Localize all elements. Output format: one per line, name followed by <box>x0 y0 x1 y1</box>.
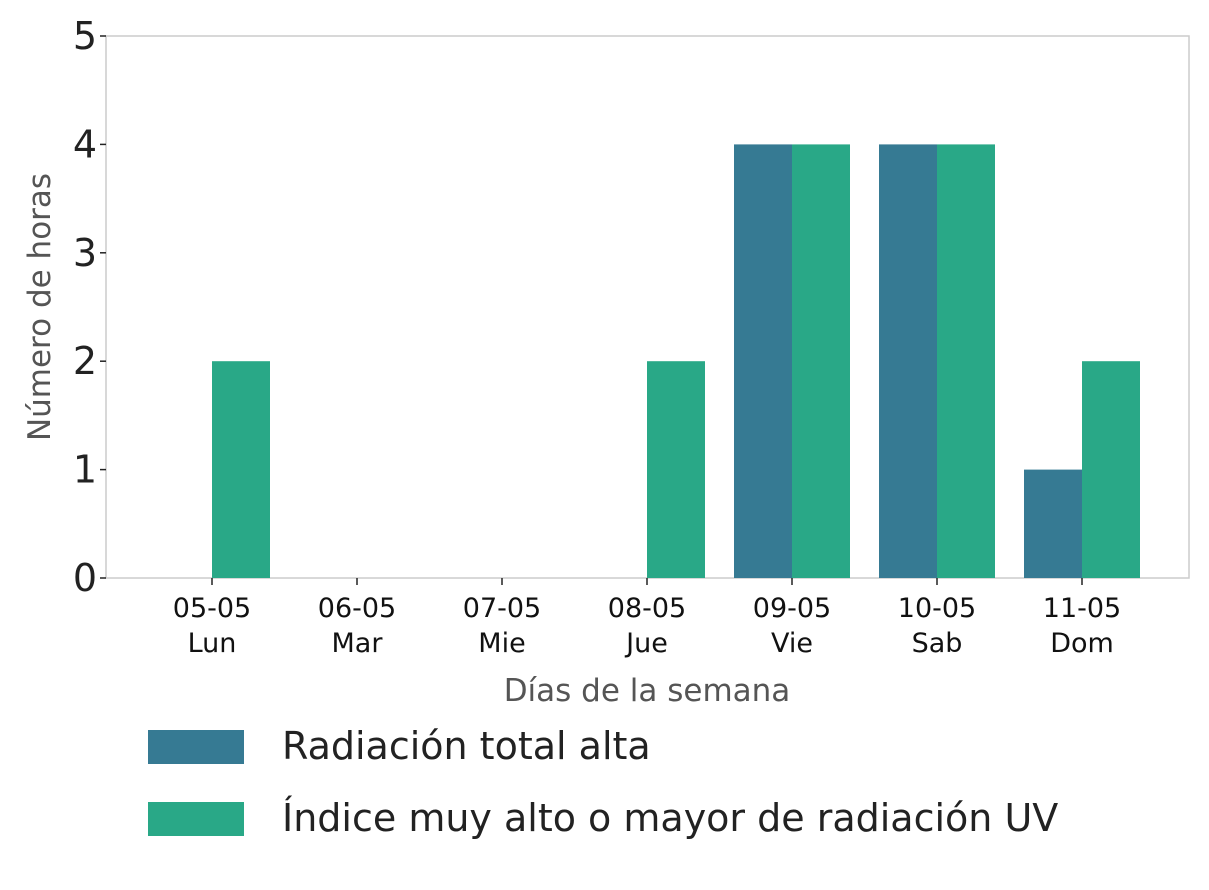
y-axis-label: Número de horas <box>22 173 58 441</box>
y-axis: 0 1 2 3 4 5 <box>73 14 106 600</box>
legend-item-indice-uv: Índice muy alto o mayor de radiación UV <box>148 790 1188 862</box>
x-tick-date-07-05: 07-05 <box>463 593 541 624</box>
x-tick-date-08-05: 08-05 <box>608 593 686 624</box>
bar-s1-09-05 <box>792 144 850 578</box>
bar-s0-11-05 <box>1024 469 1082 578</box>
bar-s1-05-05 <box>212 361 270 578</box>
x-axis-label: Días de la semana <box>504 673 791 709</box>
y-tick-label-0: 0 <box>73 556 97 600</box>
x-tick-date-05-05: 05-05 <box>173 593 251 624</box>
x-tick-day-Mie: Mie <box>478 628 525 659</box>
legend-swatch-indice-uv <box>148 802 244 836</box>
x-tick-date-10-05: 10-05 <box>898 593 976 624</box>
bars-layer <box>212 144 1140 578</box>
x-tick-day-Jue: Jue <box>624 628 668 659</box>
bar-s1-11-05 <box>1082 361 1140 578</box>
x-axis: 05-05 Lun 06-05 Mar 07-05 Mie 08-05 Jue 09-05 Vie… <box>173 578 1121 659</box>
x-tick-day-Vie: Vie <box>771 628 813 659</box>
legend: Radiación total alta Índice muy alto o m… <box>148 718 1188 862</box>
x-tick-day-Sab: Sab <box>912 628 963 659</box>
y-tick-label-1: 1 <box>73 448 97 492</box>
x-tick-day-Mar: Mar <box>332 628 384 659</box>
legend-swatch-radiacion-total <box>148 730 244 764</box>
legend-item-radiacion-total: Radiación total alta <box>148 718 1188 790</box>
x-tick-day-Dom: Dom <box>1050 628 1114 659</box>
y-tick-label-3: 3 <box>73 231 97 275</box>
bar-s0-09-05 <box>734 144 792 578</box>
legend-label-indice-uv: Índice muy alto o mayor de radiación UV <box>282 796 1059 840</box>
x-tick-date-09-05: 09-05 <box>753 593 831 624</box>
x-tick-day-Lun: Lun <box>188 628 237 659</box>
bar-s1-10-05 <box>937 144 995 578</box>
y-tick-label-5: 5 <box>73 14 97 58</box>
bar-s1-08-05 <box>647 361 705 578</box>
x-tick-date-11-05: 11-05 <box>1043 593 1121 624</box>
y-tick-label-2: 2 <box>73 339 97 383</box>
bar-s0-10-05 <box>879 144 937 578</box>
x-tick-date-06-05: 06-05 <box>318 593 396 624</box>
legend-label-radiacion-total: Radiación total alta <box>282 724 651 768</box>
y-tick-label-4: 4 <box>73 122 97 166</box>
